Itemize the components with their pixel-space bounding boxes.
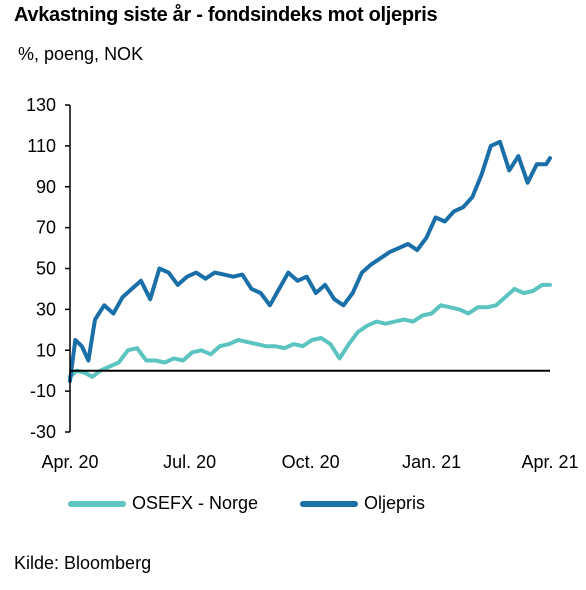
- y-tick-label: 110: [27, 136, 56, 156]
- x-tick-label: Apr. 21: [521, 452, 578, 472]
- legend: OSEFX - Norge Oljepris: [0, 493, 586, 523]
- y-tick-label: 130: [26, 95, 56, 115]
- legend-swatch-osefx: [68, 500, 126, 507]
- y-tick-label: 10: [36, 340, 56, 360]
- legend-item-osefx: OSEFX - Norge: [68, 493, 258, 514]
- series-line-osefx: [68, 282, 552, 379]
- series-line-oljepris: [68, 139, 552, 383]
- y-tick-label: 30: [36, 299, 56, 319]
- legend-label-oljepris: Oljepris: [364, 493, 426, 513]
- source-note: Kilde: Bloomberg: [14, 553, 152, 573]
- unit-label: %, poeng, NOK: [18, 44, 144, 64]
- x-tick-label: Jul. 20: [163, 452, 216, 472]
- legend-item-oljepris: Oljepris: [300, 493, 425, 514]
- legend-label-osefx: OSEFX - Norge: [132, 493, 259, 513]
- x-tick-label: Oct. 20: [282, 452, 340, 472]
- y-tick-label: 70: [36, 218, 56, 238]
- x-tick-label: Apr. 20: [41, 452, 98, 472]
- x-tick-label: Jan. 21: [402, 452, 461, 472]
- chart-title: Avkastning siste år - fondsindeks mot ol…: [14, 4, 438, 26]
- y-tick-label: -10: [30, 381, 56, 401]
- legend-swatch-oljepris: [300, 500, 358, 507]
- y-tick-label: 90: [36, 177, 56, 197]
- y-tick-label: -30: [30, 422, 56, 442]
- y-tick-label: 50: [36, 259, 56, 279]
